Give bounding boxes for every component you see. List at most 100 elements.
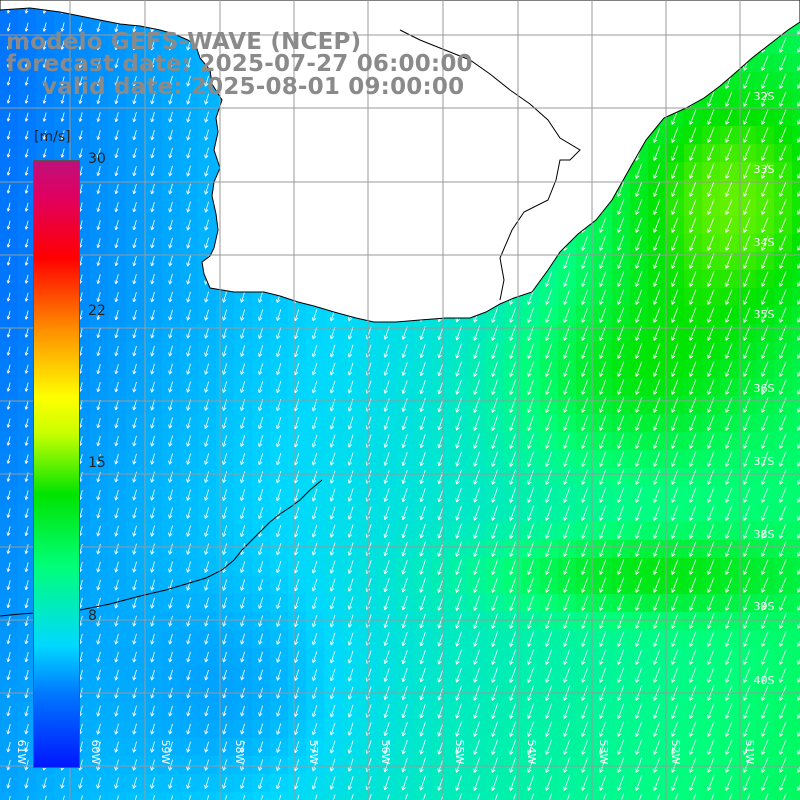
wind-speed-cell <box>792 450 800 468</box>
wind-speed-cell <box>792 702 800 720</box>
wind-arrow <box>114 40 119 51</box>
lat-label: 36S <box>754 382 775 395</box>
wind-speed-cell <box>792 216 800 234</box>
lon-label: 60W <box>89 740 102 765</box>
wind-arrow <box>78 112 83 122</box>
wind-arrow <box>132 75 137 87</box>
wind-speed-cell <box>126 792 144 800</box>
wind-speed-cell <box>432 792 450 800</box>
wind-speed-cell <box>792 72 800 90</box>
wind-speed-cell <box>90 792 108 800</box>
wind-arrow <box>761 55 769 71</box>
wind-arrow <box>114 112 119 123</box>
wind-speed-cell <box>792 252 800 270</box>
wind-arrow <box>42 22 47 32</box>
wind-speed-cell <box>774 792 792 800</box>
valid-date: valid date: 2025-08-01 09:00:00 <box>42 74 465 100</box>
wind-speed-cell <box>216 792 234 800</box>
wind-arrow <box>689 109 697 125</box>
wind-arrow <box>779 91 787 107</box>
wind-arrow <box>42 40 47 50</box>
wind-arrow <box>797 64 800 71</box>
wind-speed-cell <box>738 792 756 800</box>
wind-speed-cell <box>234 792 252 800</box>
wind-arrow <box>186 57 191 69</box>
wind-arrow <box>96 22 101 32</box>
wind-speed-cell <box>792 36 800 54</box>
wind-arrow <box>743 73 751 89</box>
lat-label: 34S <box>754 236 775 249</box>
wind-arrow <box>204 75 209 87</box>
wind-arrow <box>761 73 769 89</box>
wind-arrow <box>132 111 137 123</box>
wind-speed-cell <box>792 234 800 252</box>
wind-arrow <box>24 94 29 104</box>
wind-speed-cell <box>360 792 378 800</box>
wind-speed-cell <box>792 666 800 684</box>
wind-arrow <box>96 76 101 86</box>
wind-arrow <box>60 40 65 50</box>
wind-speed-cell <box>792 162 800 180</box>
wind-arrow <box>60 112 65 122</box>
wind-speed-cell <box>792 756 800 774</box>
wind-speed-cell <box>792 720 800 738</box>
wind-speed-cell <box>414 792 432 800</box>
wind-speed-cell <box>324 792 342 800</box>
wind-arrow <box>725 91 733 107</box>
wind-speed-cell <box>792 540 800 558</box>
wind-speed-cell <box>792 360 800 378</box>
wind-arrow <box>42 76 47 86</box>
wind-speed-cell <box>108 792 126 800</box>
wind-arrow <box>168 57 173 69</box>
wind-arrow <box>60 58 65 68</box>
wind-arrow <box>24 58 29 68</box>
wind-arrow <box>78 22 83 32</box>
wind-speed-cell <box>576 792 594 800</box>
wind-speed-cell <box>720 792 738 800</box>
wind-speed-cell <box>162 792 180 800</box>
wind-arrow <box>96 58 101 68</box>
wind-speed-cell <box>792 414 800 432</box>
wind-arrow <box>24 76 29 86</box>
wind-speed-cell <box>792 108 800 126</box>
wind-arrow <box>114 94 119 105</box>
wind-speed-cell <box>702 792 720 800</box>
wind-arrow <box>743 91 751 107</box>
colorbar-tick-22: 22 <box>88 303 106 319</box>
wind-arrow <box>150 39 155 51</box>
wind-arrow <box>6 22 11 32</box>
wind-speed-cell <box>792 576 800 594</box>
wind-speed-cell <box>378 792 396 800</box>
wind-speed-cell <box>792 792 800 800</box>
wind-arrow <box>24 112 29 122</box>
wind-speed-cell <box>792 648 800 666</box>
wind-arrow <box>6 112 11 122</box>
wind-speed-cell <box>522 792 540 800</box>
wind-speed-cell <box>792 270 800 288</box>
wind-arrow <box>24 40 29 50</box>
wind-arrow <box>42 94 47 104</box>
wind-arrow <box>96 112 101 122</box>
lat-label: 38S <box>754 528 775 541</box>
wind-speed-cell <box>792 288 800 306</box>
wind-speed-cell <box>792 594 800 612</box>
lon-label: 53W <box>597 740 610 765</box>
wind-speed-cell <box>792 144 800 162</box>
wind-speed-cell <box>72 792 90 800</box>
wind-speed-cell <box>306 792 324 800</box>
wind-speed-cell <box>792 468 800 486</box>
wind-arrow <box>6 58 11 68</box>
wind-speed-cell <box>0 792 18 800</box>
wind-speed-cell <box>666 792 684 800</box>
lat-label: 33S <box>754 163 775 176</box>
wind-arrow <box>186 75 191 87</box>
wind-speed-cell <box>792 504 800 522</box>
wind-arrow <box>761 91 769 107</box>
wind-speed-cell <box>504 792 522 800</box>
wind-arrow <box>78 40 83 50</box>
wind-speed-cell <box>450 792 468 800</box>
wind-speed-cell <box>792 90 800 108</box>
lon-label: 52W <box>669 740 682 765</box>
wind-arrow <box>779 55 787 71</box>
lon-label: 57W <box>307 740 320 765</box>
